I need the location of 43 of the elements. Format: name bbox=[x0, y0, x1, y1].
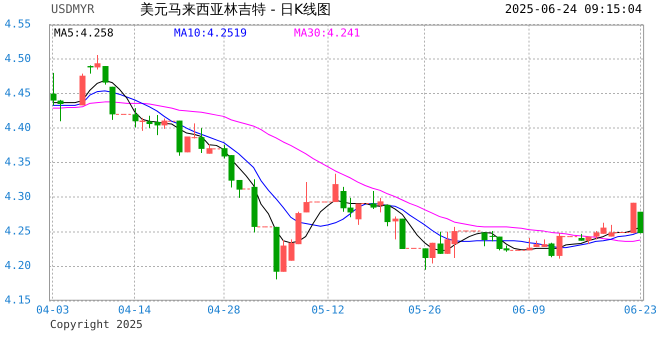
text: MA5:4.258 bbox=[54, 26, 114, 40]
candlestick bbox=[140, 117, 146, 132]
y-tick-label: 4.15 bbox=[4, 294, 31, 307]
candlestick bbox=[58, 99, 64, 122]
x-tick-label: 04-28 bbox=[207, 303, 240, 316]
text: Copyright 2025 bbox=[50, 318, 143, 331]
x-tick-label: 06-09 bbox=[512, 303, 546, 316]
y-tick-label: 4.35 bbox=[4, 156, 31, 169]
y-tick-label: 4.40 bbox=[4, 121, 31, 134]
candlestick bbox=[392, 216, 398, 240]
x-tick-label: 05-26 bbox=[408, 303, 442, 316]
candlestick bbox=[50, 72, 56, 106]
text: MA30:4.241 bbox=[294, 26, 360, 40]
text: 2025-06-24 09:15:04 bbox=[504, 2, 642, 16]
candlestick bbox=[370, 190, 376, 210]
y-tick-label: 4.25 bbox=[4, 224, 31, 238]
chart-title: 美元马来西亚林吉特 - 日K线图 bbox=[140, 2, 332, 18]
candlestick bbox=[438, 231, 444, 254]
text: MA10:4.2519 bbox=[174, 26, 247, 40]
candlestick bbox=[146, 115, 152, 129]
x-tick-label: 05-12 bbox=[311, 303, 345, 316]
candlestick bbox=[378, 197, 384, 213]
candlestick bbox=[384, 204, 390, 227]
candlestick bbox=[236, 179, 242, 198]
candlestick bbox=[154, 114, 160, 136]
candlestick bbox=[482, 232, 488, 247]
y-tick-label: 4.55 bbox=[4, 17, 31, 30]
candlestick bbox=[94, 54, 100, 70]
y-tick-label: 4.20 bbox=[4, 259, 31, 272]
candlestick bbox=[132, 108, 138, 128]
candlestick bbox=[430, 242, 436, 264]
x-tick-label: 04-14 bbox=[118, 303, 152, 316]
x-tick-label: 06-23 bbox=[624, 303, 657, 316]
chart-subtitle: USDMYR bbox=[51, 2, 96, 16]
candlestick bbox=[198, 128, 204, 154]
x-tick-label: 04-03 bbox=[36, 303, 70, 316]
candlestick bbox=[422, 248, 428, 270]
y-tick-label: 4.30 bbox=[4, 190, 31, 204]
y-tick-label: 4.45 bbox=[4, 86, 31, 100]
candlestick bbox=[102, 66, 108, 86]
candlestick bbox=[638, 211, 644, 234]
y-tick-label: 4.50 bbox=[4, 52, 31, 65]
candlestick bbox=[548, 242, 554, 258]
